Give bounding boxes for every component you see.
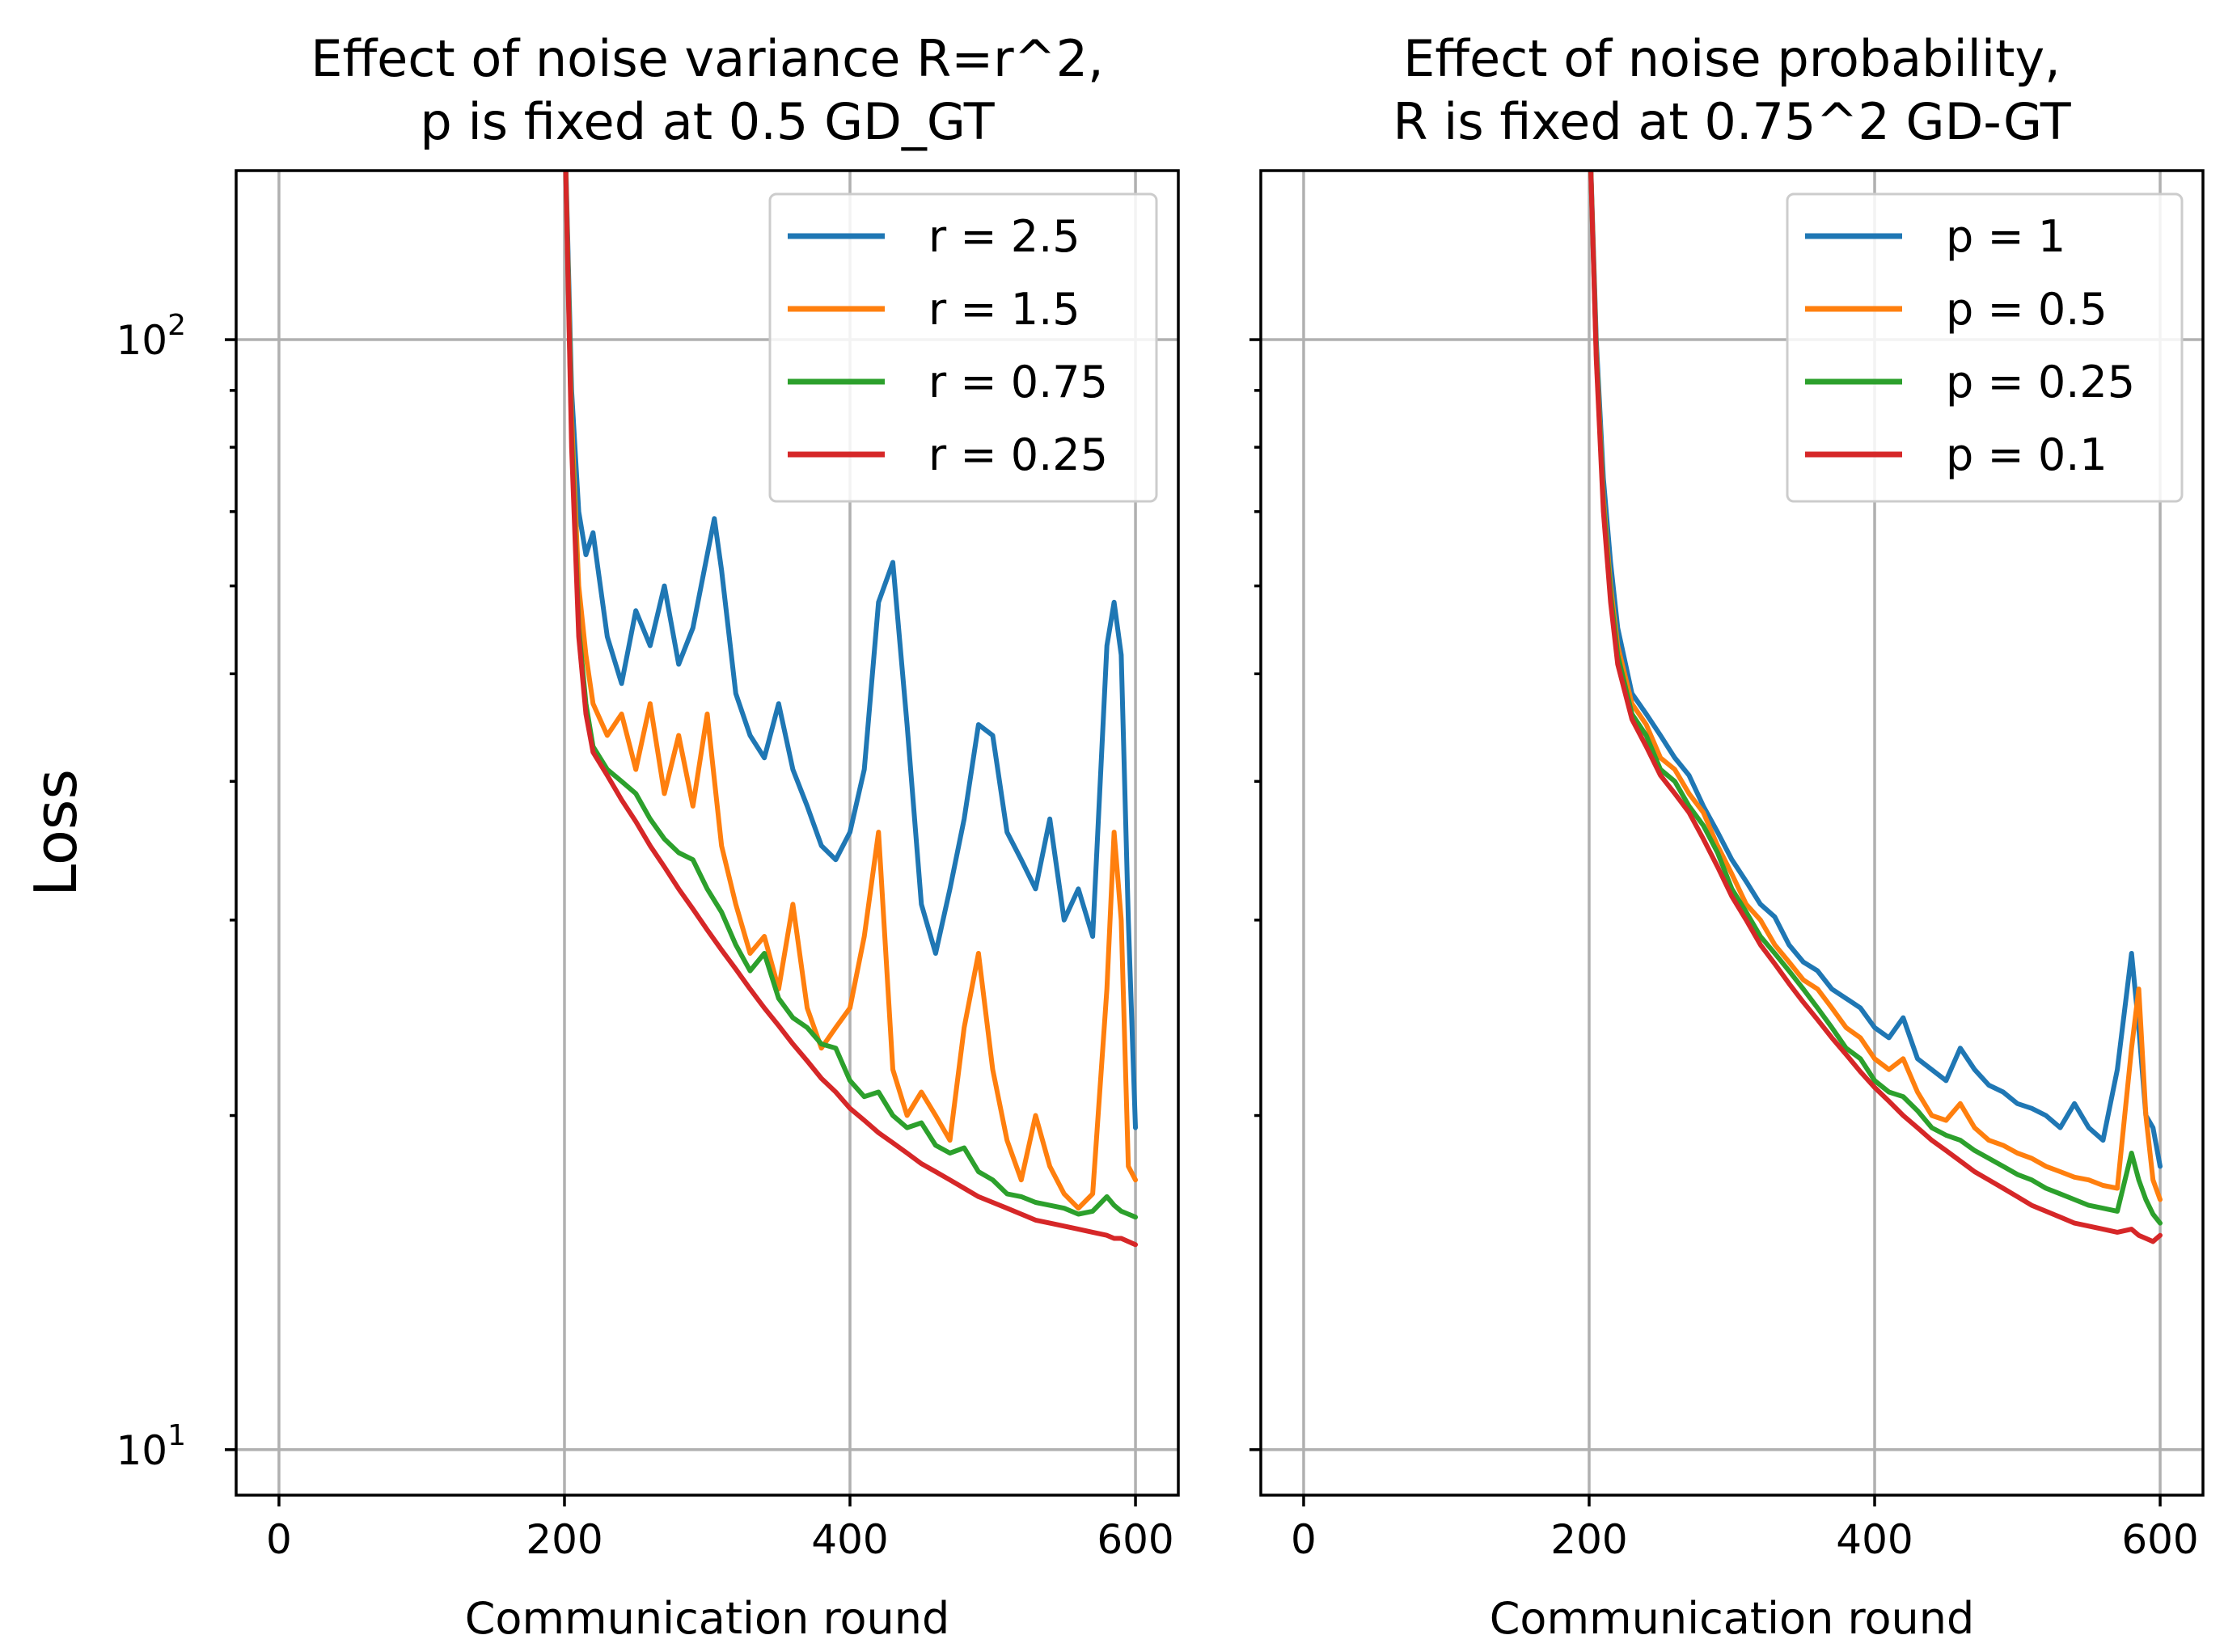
right-panel-legend-box — [1786, 192, 2184, 503]
right-panel-legend-label-1: p = 1 — [1946, 211, 2065, 262]
right-panel: Effect of noise probability, R is fixed … — [1249, 29, 2205, 1644]
left-panel-y-tick-label: 102 — [116, 309, 186, 364]
right-panel-x-axis-label: Communication round — [1490, 1593, 1975, 1644]
right-panel-series — [1588, 171, 2163, 1244]
right-panel-legend-label-2: p = 0.5 — [1946, 284, 2108, 335]
right-panel-x-tick-label: 600 — [2121, 1516, 2198, 1563]
left-panel-title-line-1: Effect of noise variance R=r^2, — [311, 29, 1103, 88]
left-panel-title-line-2: p is fixed at 0.5 GD_GT — [420, 92, 995, 151]
left-panel: Effect of noise variance R=r^2, p is fix… — [22, 29, 1180, 1644]
left-panel-series-line-2 — [563, 171, 1138, 1211]
right-panel-legend-label-3: p = 0.25 — [1946, 357, 2135, 408]
left-panel-y-tick-base: 10 — [116, 317, 167, 364]
left-panel-x-tick-label: 600 — [1097, 1516, 1173, 1563]
left-panel-y-tick-exponent: 1 — [167, 1419, 186, 1452]
left-panel-legend-box — [768, 192, 1158, 503]
left-panel-series-line-4 — [563, 171, 1138, 1248]
right-panel-series-line-4 — [1588, 171, 2163, 1244]
left-panel-y-tick-exponent: 2 — [167, 309, 186, 342]
left-panel-y-tick-label: 101 — [116, 1419, 186, 1474]
right-panel-series-line-3 — [1588, 171, 2163, 1226]
right-panel-x-tick-label: 200 — [1550, 1516, 1627, 1563]
right-panel-x-tick-label: 0 — [1291, 1516, 1317, 1563]
left-panel-legend-label-2: r = 1.5 — [928, 284, 1080, 335]
right-panel-legend-label-4: p = 0.1 — [1946, 429, 2108, 480]
left-panel-x-tick-label: 200 — [526, 1516, 603, 1563]
left-panel-legend: r = 2.5 r = 1.5 r = 0.75 r = 0.25 — [768, 192, 1158, 503]
right-panel-series-line-2 — [1588, 171, 2163, 1202]
right-panel-title-line-1: Effect of noise probability, — [1403, 29, 2061, 88]
right-panel-legend: p = 1 p = 0.5 p = 0.25 p = 0.1 — [1786, 192, 2184, 503]
left-panel-x-tick-label: 400 — [811, 1516, 888, 1563]
left-panel-series — [563, 171, 1138, 1248]
left-panel-x-tick-label: 0 — [266, 1516, 292, 1563]
right-panel-ticks: 0 200 400 600 — [1249, 338, 2199, 1563]
left-panel-legend-label-4: r = 0.25 — [928, 429, 1108, 480]
left-panel-series-line-3 — [563, 171, 1138, 1220]
left-panel-x-axis-label: Communication round — [465, 1593, 950, 1644]
right-panel-title-line-2: R is fixed at 0.75^2 GD-GT — [1393, 92, 2071, 151]
y-axis-label: Loss — [22, 769, 90, 897]
left-panel-legend-label-1: r = 2.5 — [928, 211, 1080, 262]
right-panel-x-tick-label: 400 — [1836, 1516, 1913, 1563]
right-panel-series-line-1 — [1588, 171, 2163, 1169]
right-panel-axes-frame — [1259, 169, 2205, 1497]
left-panel-y-tick-base: 10 — [116, 1427, 167, 1474]
left-panel-axes-frame — [235, 169, 1180, 1497]
left-panel-series-line-1 — [563, 171, 1138, 1130]
left-panel-legend-label-3: r = 0.75 — [928, 357, 1108, 408]
